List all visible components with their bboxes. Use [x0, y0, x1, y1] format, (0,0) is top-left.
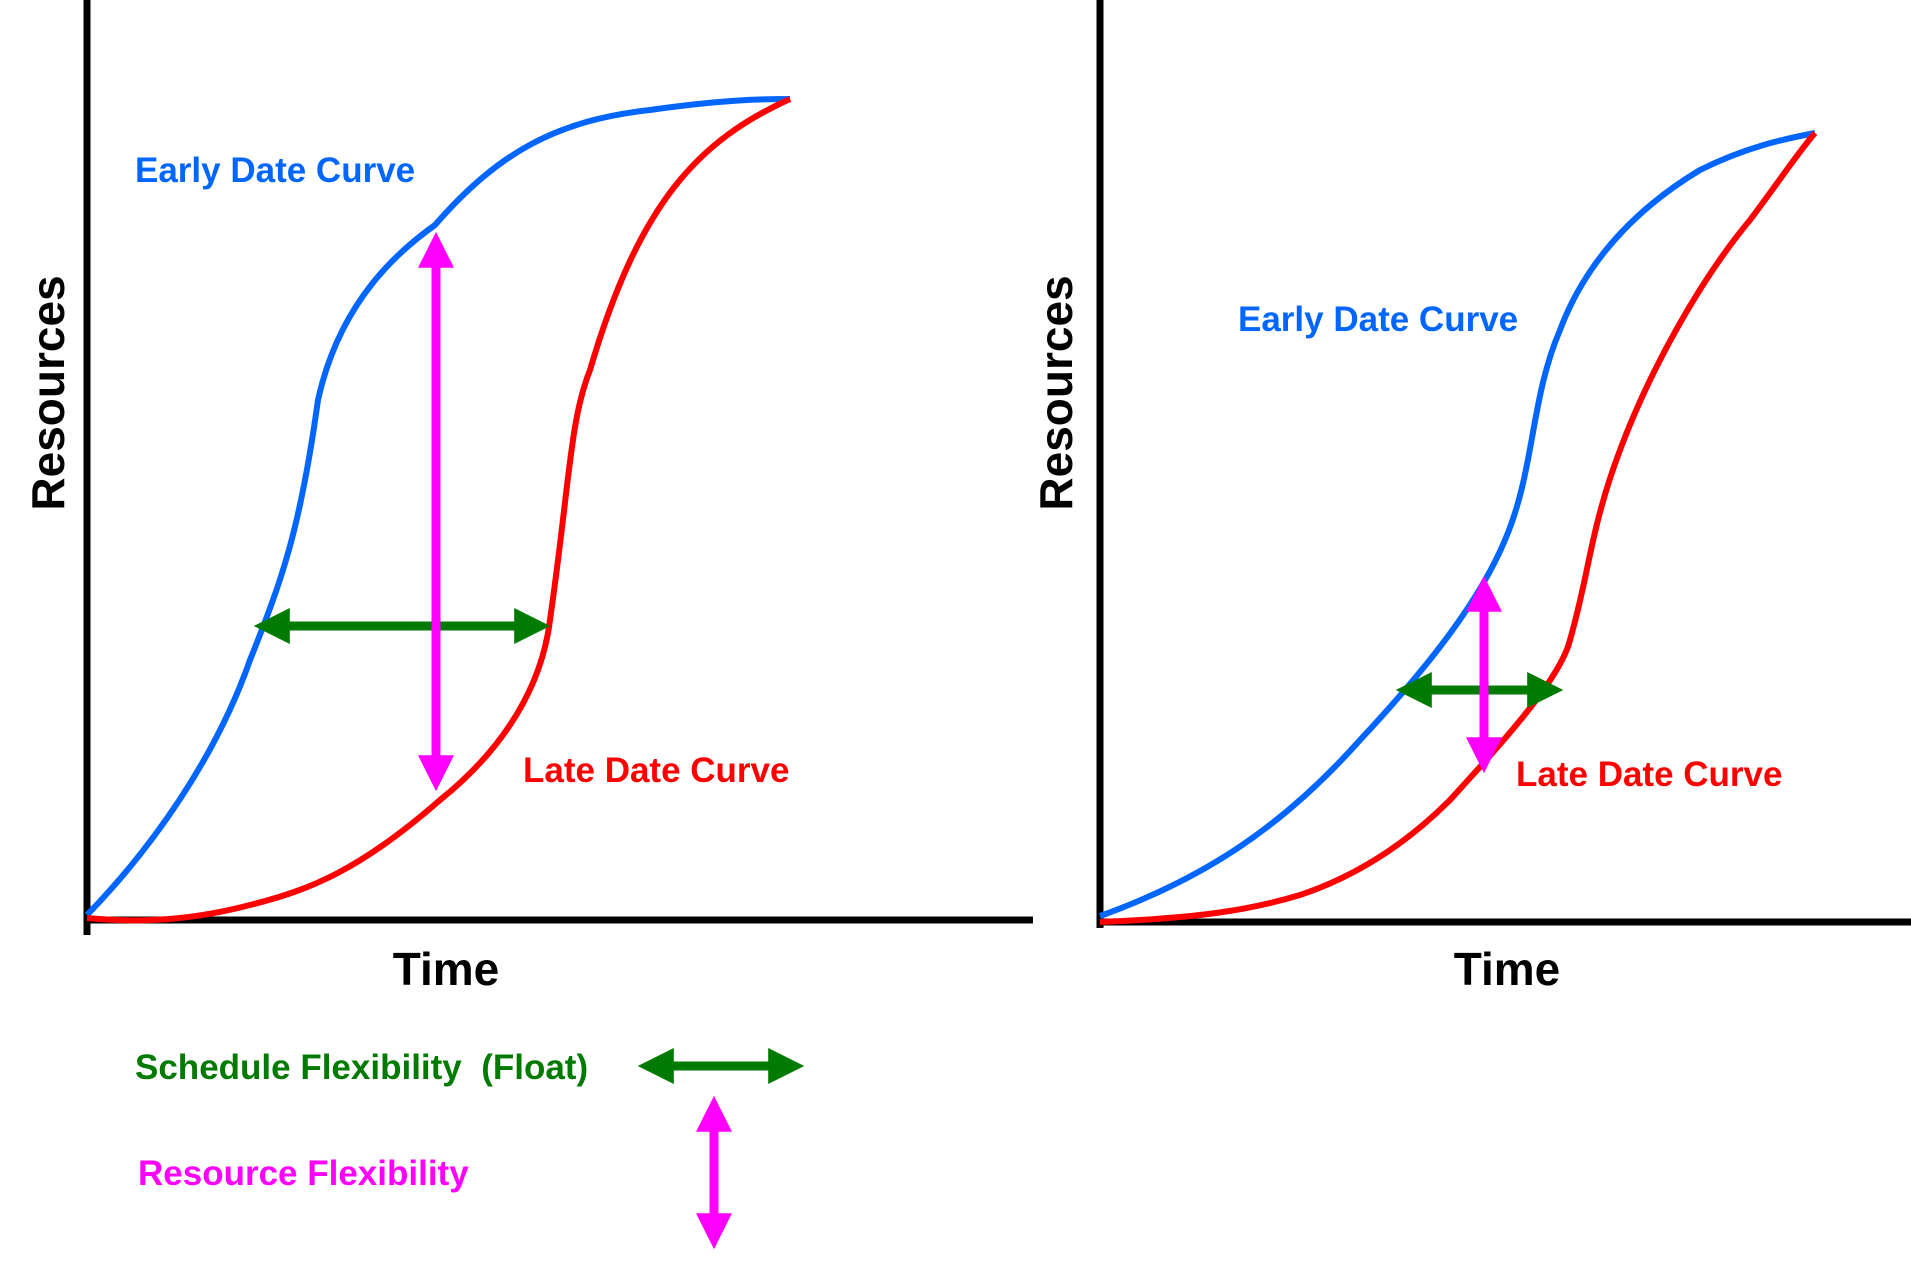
left-late-date-curve — [86, 96, 792, 924]
right-late-curve-label: Late Date Curve — [1516, 755, 1782, 794]
left-late-curve-label: Late Date Curve — [523, 751, 789, 790]
right-early-date-curve — [1098, 130, 1816, 919]
right-panel: Early Date Curve Late Date Curve Time Re… — [1030, 0, 1911, 995]
left-early-curve-label: Early Date Curve — [135, 151, 415, 190]
legend-schedule-flexibility-label: Schedule Flexibility (Float) — [135, 1048, 588, 1087]
legend: Schedule Flexibility (Float) Resource Fl… — [135, 1048, 805, 1250]
left-y-axis-title: Resources — [22, 275, 74, 510]
left-panel: Early Date Curve Late Date Curve Time Re… — [22, 0, 1033, 995]
right-x-axis-title: Time — [1454, 943, 1561, 995]
right-late-date-curve — [1099, 131, 1818, 925]
right-y-axis-title: Resources — [1030, 275, 1082, 510]
right-early-curve-label: Early Date Curve — [1238, 300, 1518, 339]
legend-resource-flexibility-label: Resource Flexibility — [138, 1154, 469, 1193]
left-x-axis-title: Time — [393, 943, 500, 995]
left-early-date-curve — [84, 96, 791, 918]
